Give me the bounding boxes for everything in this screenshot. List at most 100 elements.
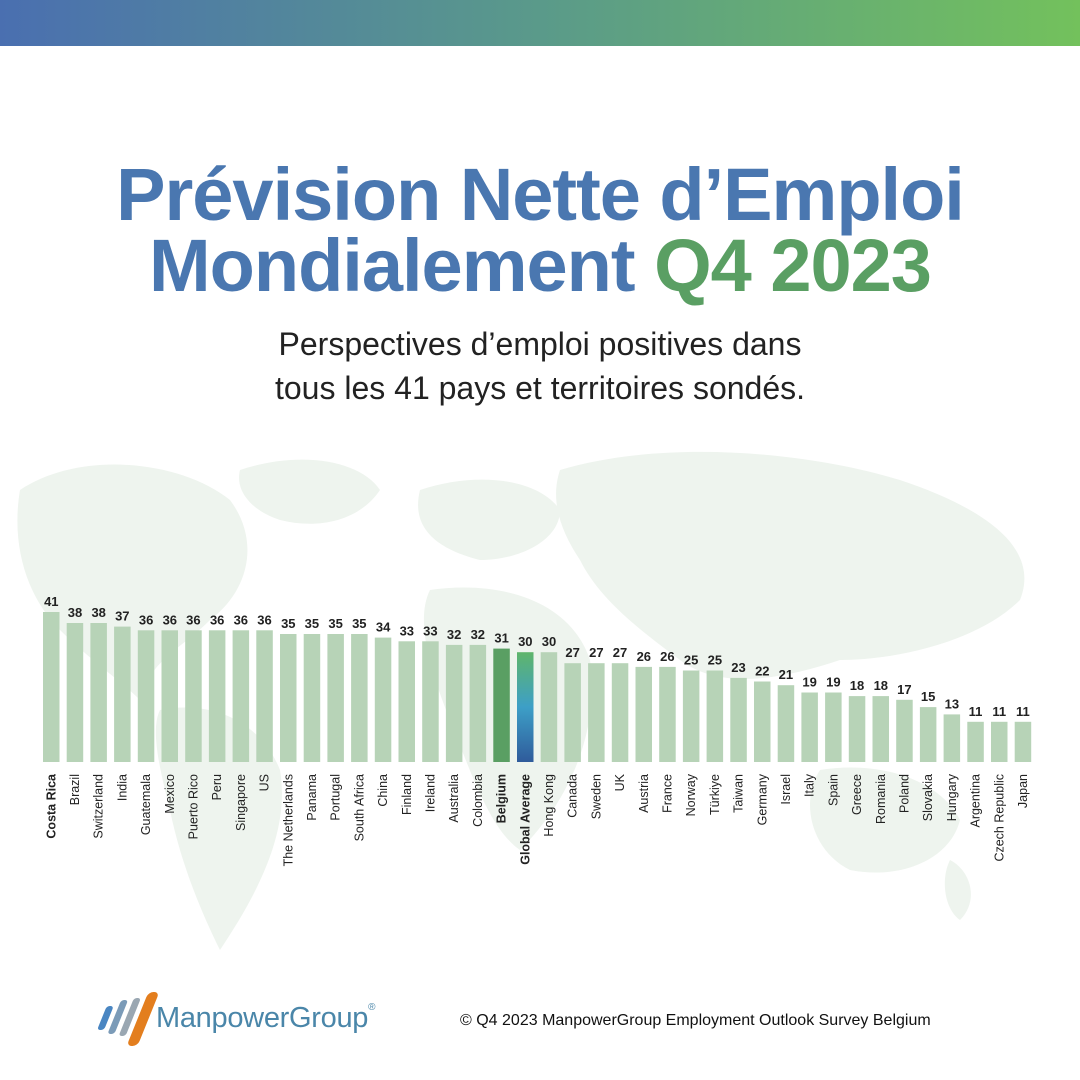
- category-label: South Africa: [352, 774, 366, 841]
- value-label: 25: [708, 653, 722, 668]
- value-label: 19: [802, 675, 816, 690]
- value-label: 35: [352, 616, 366, 631]
- category-label: Ireland: [423, 774, 437, 812]
- bar-sweden: [588, 663, 605, 762]
- category-label: Puerto Rico: [186, 774, 200, 839]
- bar-italy: [801, 692, 818, 762]
- category-label: Canada: [566, 774, 580, 818]
- category-label: Türkiye: [708, 774, 722, 815]
- bar-canada: [564, 663, 581, 762]
- bar-czech-republic: [991, 721, 1008, 762]
- value-label: 36: [139, 612, 153, 627]
- bar-colombia: [469, 644, 487, 762]
- logo-name: ManpowerGroup: [156, 1002, 369, 1034]
- category-label: Switzerland: [92, 774, 106, 839]
- category-label: Sweden: [589, 774, 603, 819]
- category-label: Finland: [400, 774, 414, 815]
- bar-germany: [754, 681, 771, 762]
- top-gradient-band: [0, 0, 1080, 46]
- value-label: 23: [731, 660, 745, 675]
- bar-finland: [398, 641, 415, 762]
- bar-japan: [1014, 721, 1032, 762]
- bar-india: [114, 626, 131, 762]
- bar-guatemala: [137, 630, 155, 762]
- bar-austria: [635, 666, 652, 762]
- bar-portugal: [327, 634, 344, 762]
- bar-south-africa: [351, 634, 368, 762]
- category-label: Austria: [637, 774, 651, 813]
- category-label: Guatemala: [139, 774, 153, 835]
- value-label: 26: [660, 649, 674, 664]
- value-label: 36: [186, 612, 200, 627]
- value-label: 33: [400, 623, 414, 638]
- title-text-2a: Mondialement: [149, 224, 635, 307]
- category-label: Slovakia: [921, 774, 935, 821]
- category-label: Italy: [803, 773, 817, 797]
- value-labels-group: 41 38 38 37 36 36 36 36 36 36 35 35 35 35 34 33 33 32 32 31…: [44, 594, 1030, 719]
- value-label: 27: [565, 645, 579, 660]
- bar-israel: [777, 685, 795, 762]
- page-title-line-2: Mondialement Q4 2023: [0, 226, 1080, 306]
- value-label: 34: [376, 620, 391, 635]
- value-label: 21: [779, 667, 793, 682]
- category-label: France: [660, 774, 674, 813]
- value-label: 26: [637, 649, 651, 664]
- bar-the-netherlands: [280, 634, 297, 762]
- value-label: 38: [91, 605, 105, 620]
- value-label: 38: [68, 605, 82, 620]
- category-label: China: [376, 774, 390, 807]
- value-label: 11: [969, 704, 983, 719]
- bar-chart: 41 38 38 37 36 36 36 36 36 36 35 35 35 35 34 33 33 32 32 31…: [43, 594, 1032, 866]
- copyright-footer: © Q4 2023 ManpowerGroup Employment Outlo…: [460, 1012, 931, 1029]
- bar-greece: [848, 696, 866, 762]
- value-label: 17: [897, 682, 911, 697]
- subtitle-line-1: Perspectives d’emploi positives dans: [278, 326, 802, 362]
- bar-poland: [896, 699, 913, 762]
- category-label: Brazil: [68, 774, 82, 805]
- bar-taiwan: [730, 677, 747, 762]
- value-label: 30: [542, 634, 556, 649]
- bar-global-average: [517, 652, 534, 762]
- value-label: 25: [684, 653, 698, 668]
- category-label: Peru: [210, 774, 224, 800]
- value-label: 31: [494, 631, 508, 646]
- bar-spain: [825, 692, 842, 762]
- category-label: Colombia: [471, 774, 485, 827]
- value-label: 15: [921, 689, 935, 704]
- value-label: 13: [945, 696, 959, 711]
- bar-uk: [611, 663, 629, 762]
- bars-group: [43, 612, 1032, 762]
- value-label: 18: [850, 678, 864, 693]
- value-label: 35: [328, 616, 342, 631]
- bar-argentina: [967, 721, 984, 762]
- value-label: 19: [826, 675, 840, 690]
- bar-romania: [872, 696, 889, 762]
- category-label: The Netherlands: [281, 774, 295, 866]
- bar-ireland: [422, 641, 439, 762]
- category-label: Argentina: [969, 774, 983, 828]
- bar-hungary: [943, 714, 961, 762]
- value-label: 36: [257, 612, 271, 627]
- category-label: Spain: [826, 774, 840, 806]
- value-label: 27: [589, 645, 603, 660]
- bar-mexico: [161, 630, 178, 762]
- category-label: Greece: [850, 774, 864, 815]
- title-text-2b: Q4 2023: [654, 224, 932, 307]
- value-label: 11: [992, 704, 1006, 719]
- value-label: 11: [1016, 704, 1030, 719]
- value-label: 27: [613, 645, 627, 660]
- category-label: UK: [613, 773, 627, 791]
- bar-panama: [303, 634, 321, 762]
- category-label: Portugal: [329, 774, 343, 821]
- page-title-line-1: Prévision Nette d’Emploi: [0, 155, 1080, 235]
- value-label: 36: [210, 612, 224, 627]
- bar-slovakia: [919, 707, 937, 762]
- bar-us: [256, 630, 273, 762]
- category-label: Taiwan: [732, 774, 746, 813]
- category-label: Hungary: [945, 773, 959, 821]
- bar-australia: [445, 644, 463, 762]
- bar-hong-kong: [540, 652, 558, 762]
- category-label: Australia: [447, 774, 461, 823]
- value-label: 37: [115, 609, 129, 624]
- bar-t-rkiye: [706, 670, 724, 762]
